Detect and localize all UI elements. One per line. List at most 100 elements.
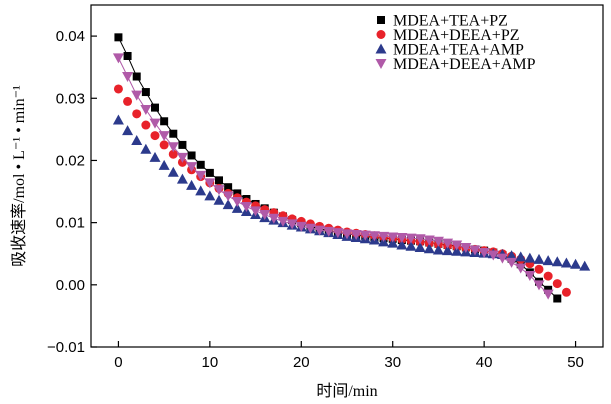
data-point	[414, 242, 426, 253]
series-mdea-deea-amp	[112, 53, 554, 300]
data-point	[195, 170, 207, 181]
x-tick-label: 10	[202, 354, 219, 371]
data-point	[176, 173, 188, 184]
x-tick-label: 0	[114, 354, 122, 371]
data-point	[187, 151, 196, 160]
data-point	[222, 199, 234, 210]
data-point	[560, 257, 572, 268]
y-tick-label: 0.01	[56, 215, 85, 232]
legend-marker	[376, 30, 386, 39]
data-point	[195, 185, 207, 196]
plot-frame	[90, 4, 604, 348]
data-point	[534, 264, 544, 274]
data-point	[442, 245, 454, 256]
data-point	[122, 125, 134, 136]
data-point	[123, 51, 132, 60]
data-point	[478, 247, 490, 258]
data-point	[149, 151, 161, 162]
data-point	[141, 88, 150, 97]
data-point	[368, 231, 380, 242]
y-tick-label: −0.01	[47, 339, 85, 356]
data-point	[378, 231, 390, 242]
data-point	[579, 260, 591, 271]
legend-marker	[375, 59, 387, 69]
series-line	[117, 37, 558, 299]
data-point	[396, 239, 408, 250]
data-point	[396, 233, 408, 244]
data-point	[469, 245, 481, 256]
data-point	[542, 255, 554, 266]
data-point	[487, 250, 499, 261]
data-point	[140, 104, 152, 115]
legend-label: MDEA+DEEA+PZ	[393, 27, 519, 44]
data-point	[414, 234, 426, 245]
data-point	[123, 96, 133, 106]
data-point	[167, 166, 179, 177]
data-point	[140, 143, 152, 154]
data-point	[231, 196, 243, 207]
data-point	[561, 287, 571, 297]
data-point	[533, 253, 545, 264]
data-point	[176, 152, 188, 163]
x-tick-label: 20	[293, 354, 310, 371]
data-point	[442, 238, 454, 249]
data-point	[570, 258, 582, 269]
data-point	[515, 251, 527, 262]
data-point	[405, 240, 417, 251]
series-layer	[112, 33, 591, 303]
data-point	[112, 114, 124, 125]
data-point	[160, 117, 169, 126]
data-point	[552, 279, 562, 289]
data-point	[167, 142, 179, 153]
data-point	[215, 176, 223, 185]
data-point	[451, 240, 463, 251]
data-point	[150, 131, 160, 141]
data-point	[113, 84, 123, 94]
data-point	[204, 178, 216, 189]
y-tick-label: 0.04	[56, 28, 85, 45]
y-tick-label: 0.03	[56, 90, 85, 107]
data-point	[277, 216, 289, 227]
data-point	[131, 90, 143, 101]
data-point	[524, 270, 536, 281]
data-point	[543, 271, 553, 281]
data-point	[460, 243, 472, 254]
data-point	[151, 103, 159, 112]
data-point	[196, 160, 205, 169]
y-axis-title: 吸收速率/mol • L⁻¹ • min⁻¹	[10, 85, 28, 267]
data-point	[423, 243, 435, 254]
data-point	[222, 191, 234, 202]
data-point	[405, 233, 417, 244]
data-point	[304, 223, 316, 234]
y-tick-label: 0.02	[56, 152, 85, 169]
legend-label: MDEA+DEEA+AMP	[393, 56, 536, 73]
data-point	[432, 236, 444, 247]
y-axis: −0.01 0.00 0.01 0.02 0.03 0.04	[47, 28, 97, 356]
data-point	[533, 280, 545, 291]
x-tick-label: 50	[567, 354, 584, 371]
data-point	[204, 190, 216, 201]
x-axis: 0 10 20 30 40 50	[114, 341, 584, 371]
legend-label: MDEA+TEA+AMP	[393, 42, 524, 59]
data-point	[159, 140, 169, 150]
data-point	[114, 33, 123, 42]
legend-marker	[375, 43, 387, 54]
data-point	[259, 210, 271, 221]
data-point	[158, 159, 170, 170]
data-point	[423, 235, 435, 246]
data-point	[332, 228, 344, 239]
data-point	[240, 201, 252, 212]
data-point	[132, 72, 141, 81]
y-tick-label: 0.00	[56, 277, 85, 294]
series-mdea-tea-pz	[114, 33, 562, 303]
data-point	[432, 244, 444, 255]
data-point	[169, 129, 178, 138]
data-point	[451, 245, 463, 256]
data-point	[350, 229, 362, 240]
legend: MDEA+TEA+PZMDEA+DEEA+PZMDEA+TEA+AMPMDEA+…	[375, 13, 536, 73]
x-axis-title: 时间/min	[316, 382, 377, 400]
data-point	[268, 213, 280, 224]
data-point	[231, 202, 243, 213]
